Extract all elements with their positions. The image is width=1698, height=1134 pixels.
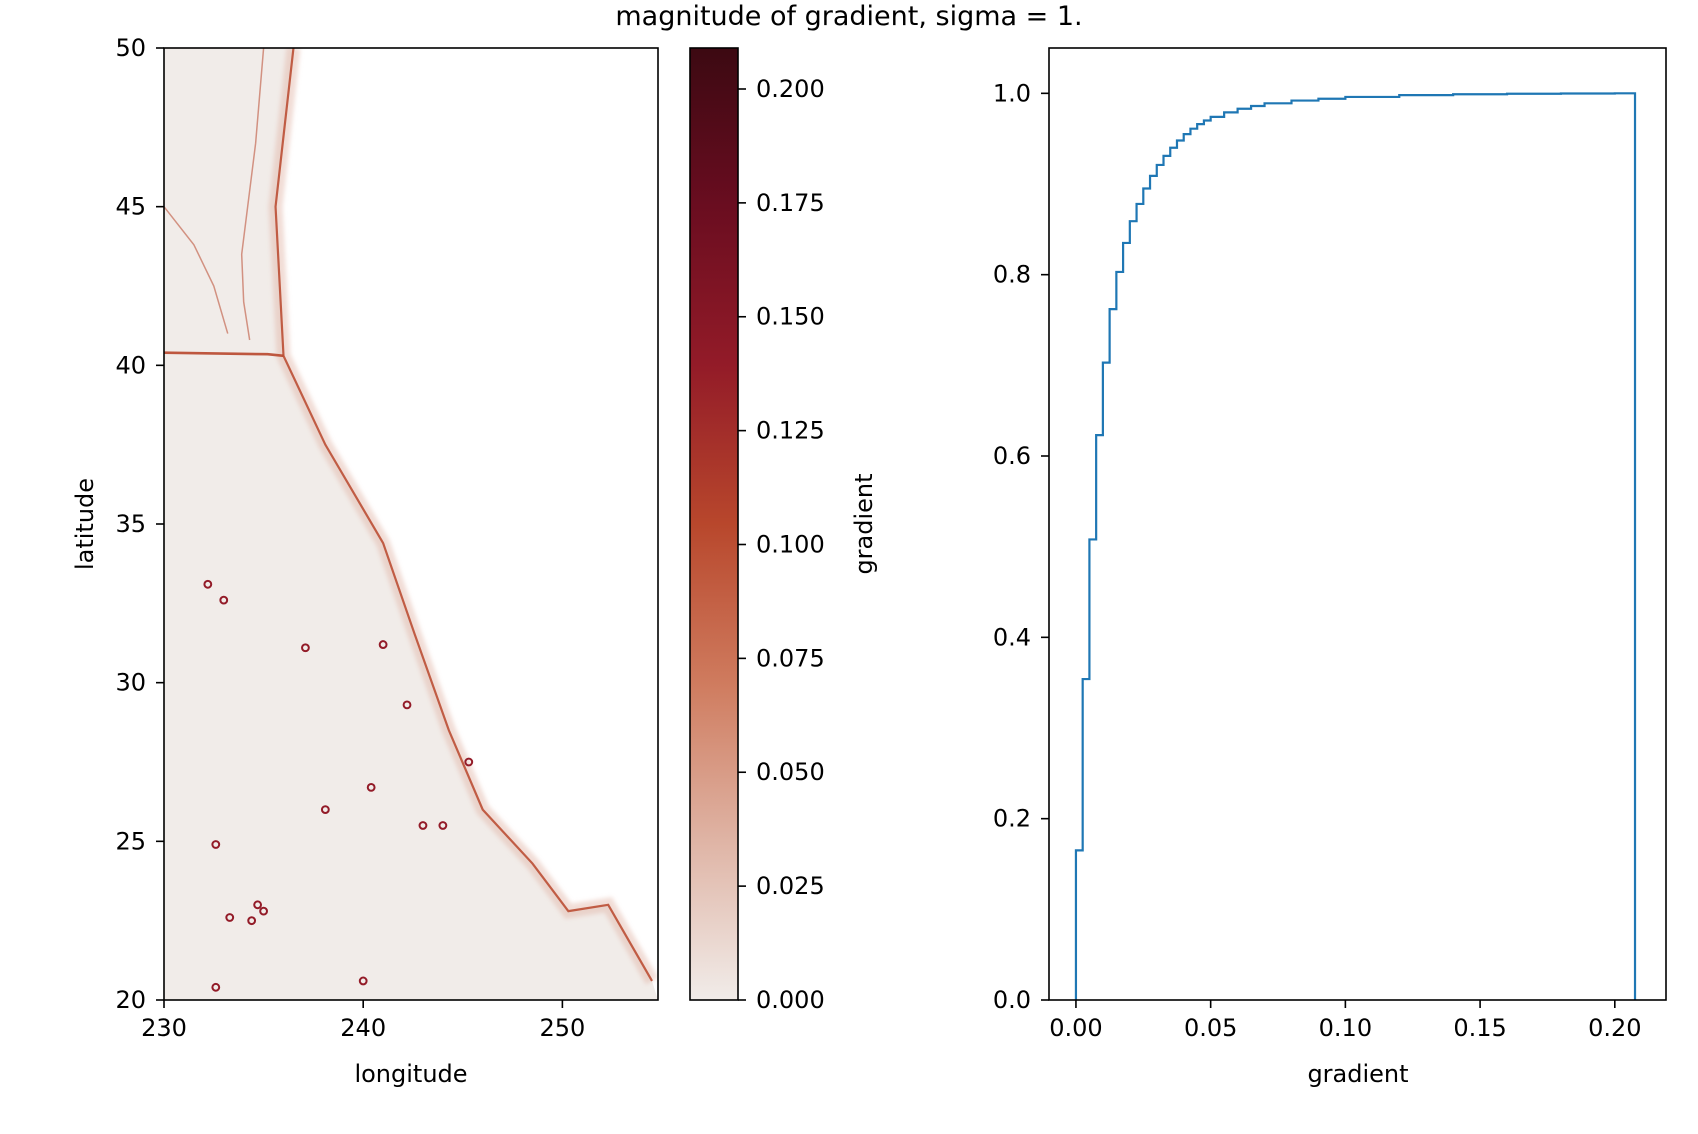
map-y-tick-label: 30 — [115, 669, 146, 697]
map-x-tick-label: 240 — [340, 1014, 386, 1042]
seamount-hotspot — [203, 579, 213, 589]
cdf-series-line — [1074, 92, 1637, 1000]
seamount-hotspot — [259, 906, 268, 916]
colorbar-tick-label: 0.075 — [756, 644, 825, 672]
colorbar-tick-label: 0.200 — [756, 75, 825, 103]
seamount-hotspot — [225, 913, 235, 922]
seamount-hotspot — [378, 640, 388, 649]
cdf-x-tick-label: 0.10 — [1319, 1014, 1372, 1042]
cdf-x-tick-label: 0.00 — [1049, 1014, 1102, 1042]
cdf-x-tick-label: 0.15 — [1453, 1014, 1506, 1042]
map-x-tick-label: 230 — [141, 1014, 187, 1042]
cdf-x-tick-label: 0.20 — [1588, 1014, 1641, 1042]
map-y-tick-label: 50 — [115, 34, 146, 62]
map-y-tick-label: 35 — [115, 510, 146, 538]
cdf-x-axis: 0.00 0.05 0.10 0.15 0.20 — [1049, 1000, 1642, 1042]
map-y-axis-label: latitude — [71, 478, 99, 570]
colorbar-tick-label: 0.100 — [756, 530, 825, 558]
coastline-ridge — [274, 48, 653, 982]
seamount-hotspot — [211, 840, 221, 849]
map-panel: 230 240 250 20 25 30 35 40 45 50 longitude latit… — [71, 34, 659, 1088]
cdf-y-tick-label: 0.4 — [993, 623, 1031, 651]
seamount-hotspot — [320, 805, 330, 814]
ocean-area — [164, 48, 658, 1000]
map-y-axis: 20 25 30 35 40 45 50 — [115, 34, 164, 1014]
map-x-tick-label: 250 — [539, 1014, 585, 1042]
cdf-y-tick-label: 0.0 — [993, 986, 1031, 1014]
map-y-tick-label: 25 — [115, 827, 146, 855]
ridge-line — [164, 351, 284, 358]
seamount-hotspot — [402, 700, 412, 710]
ridge-line — [164, 206, 229, 334]
colorbar-tick-label: 0.000 — [756, 986, 825, 1014]
colorbar-frame — [689, 47, 739, 1001]
cdf-y-tick-label: 1.0 — [993, 79, 1031, 107]
colorbar-label: gradient — [850, 473, 878, 574]
map-y-tick-label: 45 — [115, 193, 146, 221]
seamount-hotspot — [247, 916, 257, 926]
cdf-x-tick-label: 0.05 — [1184, 1014, 1237, 1042]
map-y-tick-label: 20 — [115, 986, 146, 1014]
cdf-x-axis-label: gradient — [1307, 1060, 1408, 1088]
map-y-tick-label: 40 — [115, 351, 146, 379]
colorbar-tick-label: 0.150 — [756, 303, 825, 331]
colorbar: 0.000 0.025 0.050 0.075 0.100 0.125 0.150 0.175… — [689, 47, 878, 1014]
seamount-hotspot — [219, 595, 229, 605]
colorbar-tick-label: 0.025 — [756, 872, 825, 900]
cdf-y-tick-label: 0.8 — [993, 261, 1031, 289]
seamount-hotspot — [438, 821, 448, 830]
seamount-hotspot — [301, 643, 310, 653]
cdf-frame — [1048, 47, 1667, 1001]
cdf-y-axis: 0.0 0.2 0.4 0.6 0.8 1.0 — [993, 79, 1049, 1014]
seamount-hotspot — [418, 821, 428, 830]
figure-title: magnitude of gradient, sigma = 1. — [615, 1, 1082, 32]
map-x-axis-label: longitude — [354, 1060, 467, 1088]
cdf-panel: 0.00 0.05 0.10 0.15 0.20 0.00.20.40.60.81.0 … — [993, 47, 1667, 1088]
colorbar-tick-label: 0.175 — [756, 189, 825, 217]
colorbar-tick-label: 0.125 — [756, 417, 825, 445]
seamount-hotspot — [366, 782, 376, 792]
seamount-hotspot — [253, 900, 263, 910]
cdf-y-tick-label: 0.2 — [993, 805, 1031, 833]
map-x-axis: 230 240 250 — [141, 1000, 585, 1042]
seamount-hotspot — [211, 982, 221, 992]
ridge-line — [240, 48, 265, 341]
seamount-hotspot — [358, 976, 368, 986]
map-content — [164, 48, 658, 1000]
colorbar-fill — [690, 48, 738, 1000]
seamount-hotspot — [464, 757, 474, 767]
cdf-y-tick-label: 0.6 — [993, 442, 1031, 470]
colorbar-tick-label: 0.050 — [756, 758, 825, 786]
colorbar-ticks: 0.000 0.025 0.050 0.075 0.100 0.125 0.150 0.175… — [738, 75, 825, 1014]
